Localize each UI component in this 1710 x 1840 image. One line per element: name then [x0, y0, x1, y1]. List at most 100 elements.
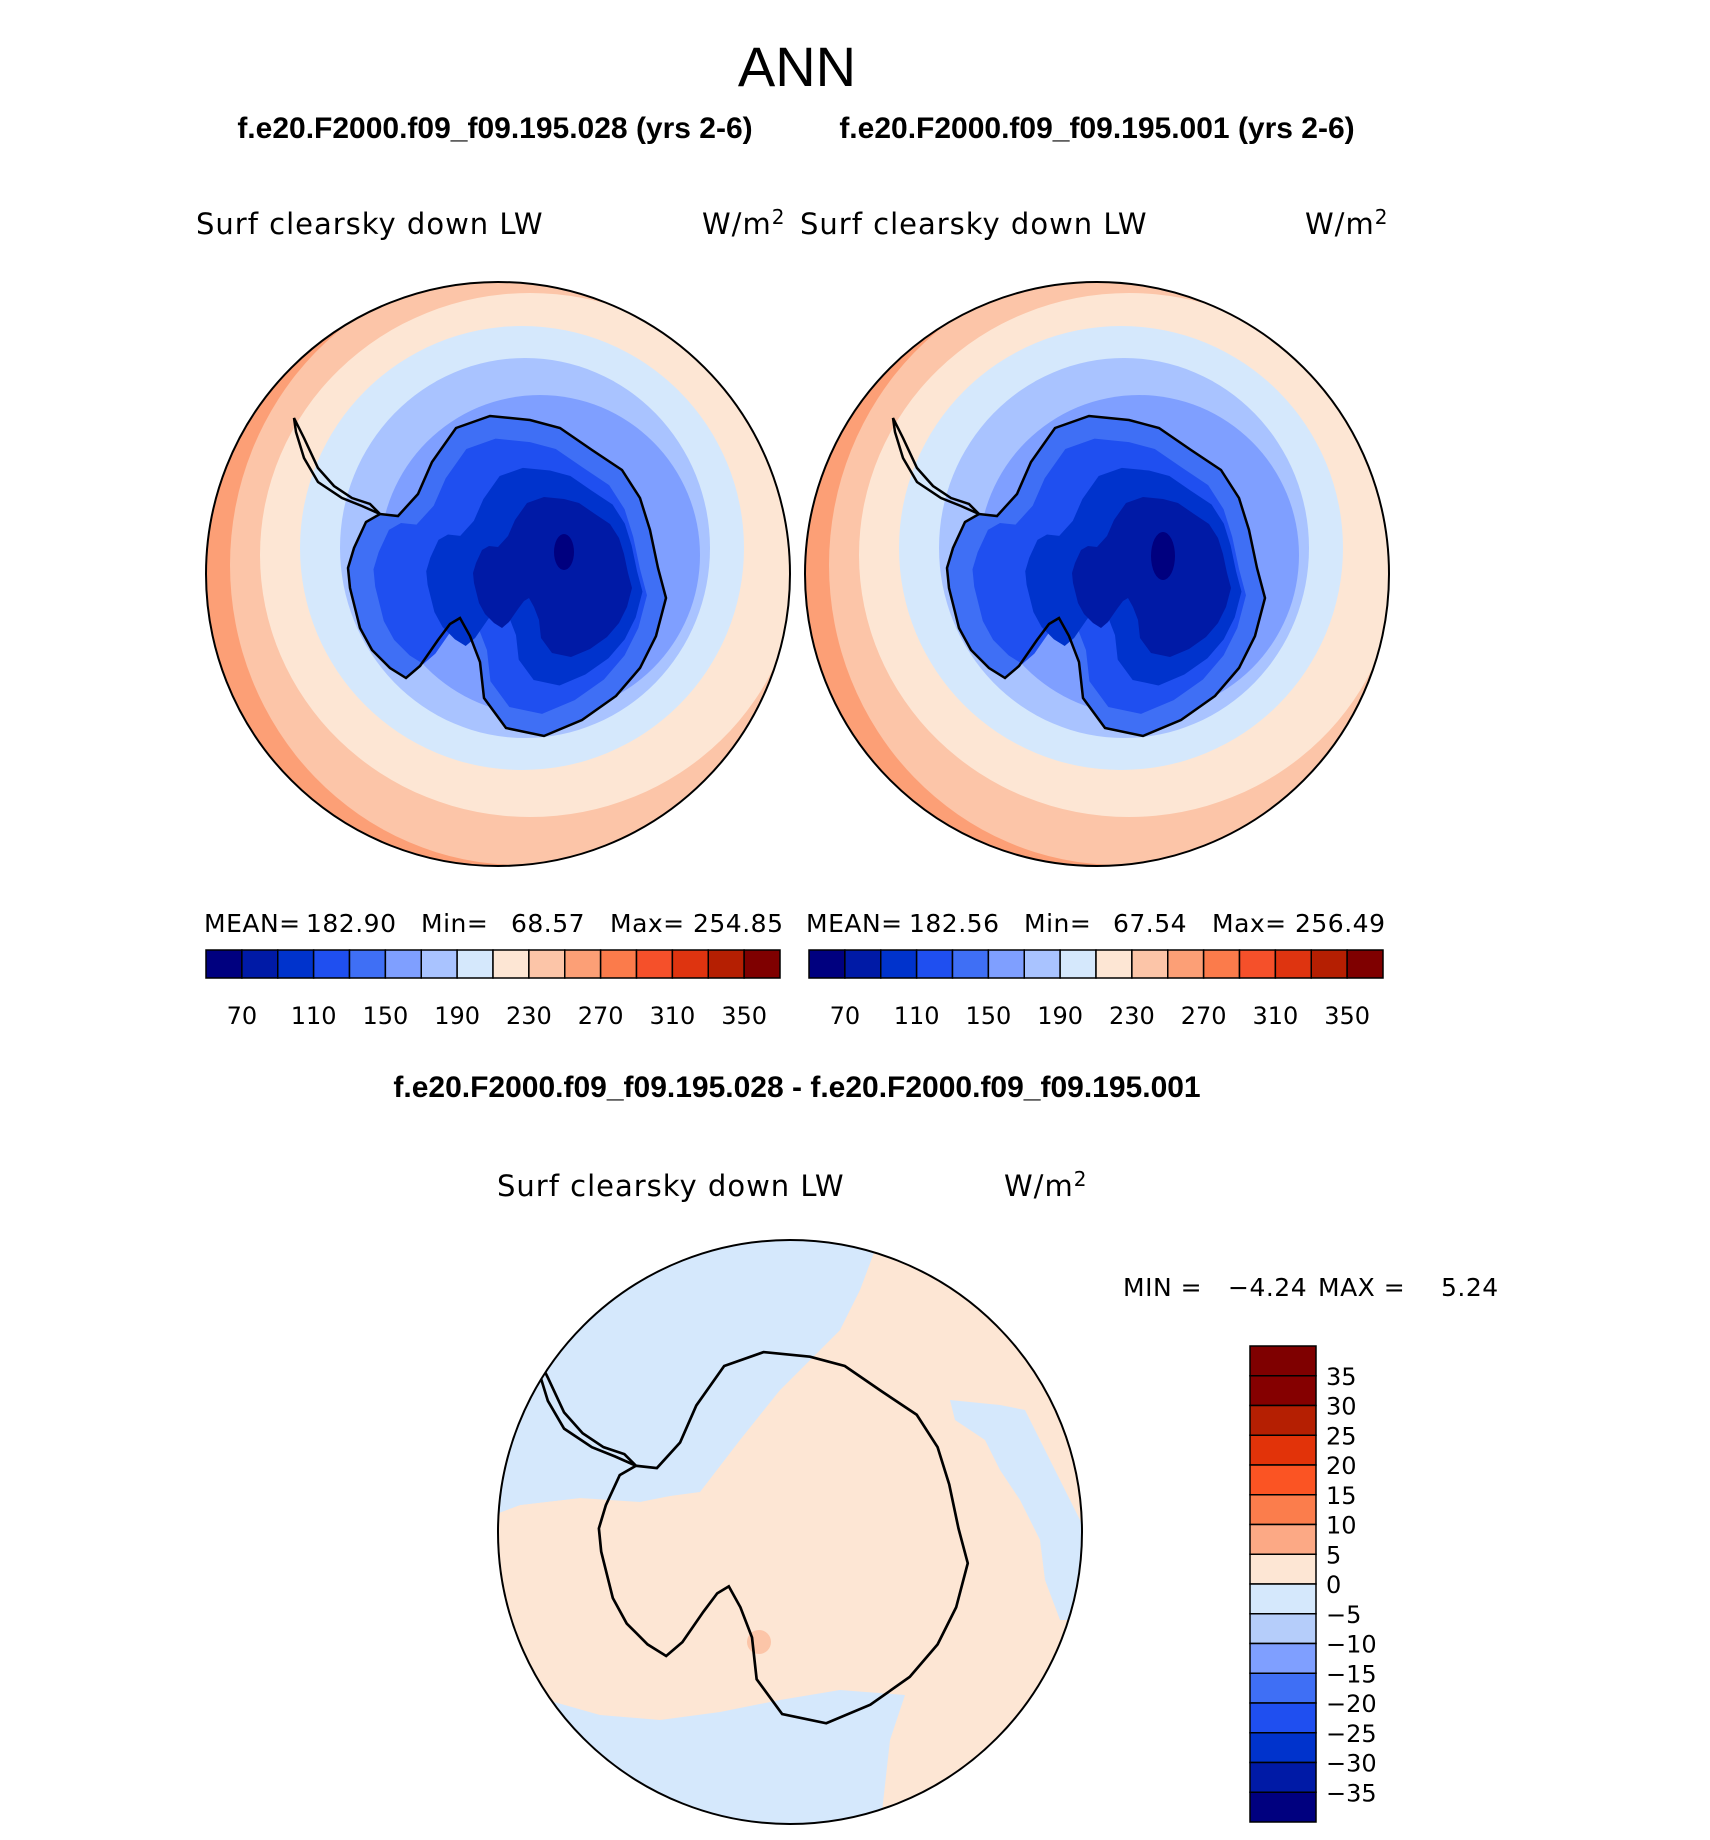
colorbar-diff-tick-label: −10	[1326, 1631, 1377, 1659]
colorbar-diff-tick-label: 20	[1326, 1452, 1357, 1480]
diff-min: −4.24	[1228, 1273, 1307, 1302]
colorbar-diff-swatch	[1249, 1732, 1317, 1764]
stats-left-mean: 182.90	[306, 909, 396, 938]
colorbar-right-swatch	[915, 949, 954, 979]
colorbar-left-swatch	[420, 949, 458, 979]
case-title-left: f.e20.F2000.f09_f09.195.028 (yrs 2-6)	[237, 112, 752, 145]
colorbar-diff-swatch	[1249, 1553, 1317, 1585]
diff-max: 5.24	[1441, 1273, 1499, 1302]
units-label-right: W/m2	[1305, 205, 1388, 241]
colorbar-diff-tick-label: 0	[1326, 1571, 1341, 1599]
colorbar-right: 70 110 150 190 230 270 310 350	[808, 949, 1384, 1030]
diff-max-label: MAX =	[1318, 1273, 1405, 1302]
map-left	[206, 282, 790, 866]
colorbar-diff-swatch	[1249, 1583, 1317, 1615]
stats-left: MEAN= 182.90 Min= 68.57 Max= 254.85	[204, 909, 783, 938]
stats-left-max-label: Max=	[610, 909, 685, 938]
colorbar-diff-swatch	[1249, 1404, 1317, 1436]
colorbar-left-swatch	[205, 949, 243, 979]
stats-right-min: 67.54	[1113, 909, 1187, 938]
stats-left-min: 68.57	[511, 909, 585, 938]
map-diff	[498, 1240, 1082, 1824]
colorbar-diff-tick-label: 25	[1326, 1422, 1357, 1450]
colorbar-right-swatch	[880, 949, 918, 979]
colorbar-diff-tick-label: 5	[1326, 1541, 1341, 1569]
colorbar-diff-tick-label: 35	[1326, 1363, 1357, 1391]
colorbar-diff-tick-label: 15	[1326, 1482, 1357, 1510]
stats-right: MEAN= 182.56 Min= 67.54 Max= 256.49	[806, 909, 1385, 938]
colorbar-right-tick-label: 110	[894, 1002, 940, 1030]
map-left-border	[205, 281, 791, 867]
colorbar-diff-swatch	[1249, 1791, 1317, 1823]
colorbar-left-tick-label: 190	[434, 1002, 480, 1030]
colorbar-right-swatch	[1202, 949, 1241, 979]
colorbar-left-tick-label: 150	[362, 1002, 408, 1030]
diff-min-label: MIN =	[1123, 1273, 1202, 1302]
colorbar-right-swatch	[1167, 949, 1205, 979]
stats-right-min-label: Min=	[1024, 909, 1091, 938]
colorbar-diff-tick-label: −35	[1326, 1779, 1377, 1807]
colorbar-left-tick-label: 70	[227, 1002, 258, 1030]
colorbar-diff-swatch	[1249, 1672, 1317, 1704]
stats-right-mean-label: MEAN=	[806, 909, 903, 938]
stats-left-min-label: Min=	[421, 909, 488, 938]
colorbar-right-swatch	[1131, 949, 1169, 979]
colorbar-left-tick-label: 270	[578, 1002, 624, 1030]
colorbar-right-tick-label: 270	[1181, 1002, 1227, 1030]
colorbar-left-swatch	[348, 949, 387, 979]
colorbar-left-tick-label: 350	[721, 1002, 767, 1030]
stats-left-max: 254.85	[693, 909, 783, 938]
colorbar-left-swatch	[241, 949, 279, 979]
colorbar-diff-swatch	[1249, 1702, 1317, 1734]
season-title: ANN	[738, 35, 856, 98]
diff-stats: MIN = −4.24 MAX = 5.24	[1123, 1273, 1499, 1302]
colorbar-diff-tick-label: −5	[1326, 1601, 1361, 1629]
colorbar-right-swatch	[844, 949, 882, 979]
colorbar-diff-swatch	[1249, 1523, 1317, 1555]
colorbar-right-tick-label: 70	[830, 1002, 861, 1030]
colorbar-diff-tick-label: −30	[1326, 1750, 1377, 1778]
colorbar-right-swatch	[987, 949, 1025, 979]
colorbar-left-swatch	[671, 949, 709, 979]
colorbar-right-tick-label: 230	[1109, 1002, 1155, 1030]
colorbar-diff-swatch	[1249, 1464, 1317, 1496]
diff-units-sup: 2	[1074, 1167, 1088, 1191]
ice-right	[947, 416, 1265, 736]
colorbar-left-swatch	[635, 949, 674, 979]
stats-left-mean-label: MEAN=	[204, 909, 301, 938]
colorbar-diff-swatch	[1249, 1434, 1317, 1466]
diff-title: f.e20.F2000.f09_f09.195.028 - f.e20.F200…	[393, 1071, 1200, 1104]
colorbar-left-swatch	[743, 949, 781, 979]
units-sup-right: 2	[1375, 205, 1389, 229]
colorbar-left-tick-label: 230	[506, 1002, 552, 1030]
colorbar-left-swatch	[528, 949, 566, 979]
units-label-left: W/m2	[702, 205, 785, 241]
colorbar-right-swatch	[1346, 949, 1384, 979]
colorbar-diff-swatch	[1249, 1375, 1317, 1407]
map-right-border	[804, 281, 1390, 867]
colorbar-right-tick-label: 350	[1324, 1002, 1370, 1030]
colorbar-left-tick-label: 310	[649, 1002, 695, 1030]
map-diff-border	[497, 1239, 1083, 1825]
variable-label-right: Surf clearsky down LW	[800, 207, 1148, 241]
colorbar-left-swatch	[564, 949, 602, 979]
colorbar-diff-tick-label: 30	[1326, 1393, 1357, 1421]
colorbar-left-swatch	[456, 949, 494, 979]
colorbar-left-tick-label: 110	[291, 1002, 337, 1030]
colorbar-left-swatch	[312, 949, 351, 979]
variable-label-left: Surf clearsky down LW	[196, 207, 544, 241]
colorbar-right-swatch	[1274, 949, 1312, 979]
colorbar-left-swatch	[707, 949, 745, 979]
colorbar-left-swatch	[384, 949, 422, 979]
colorbar-right-swatch	[808, 949, 846, 979]
colorbar-left-swatch	[277, 949, 315, 979]
diff-units-label: W/m2	[1004, 1167, 1087, 1203]
colorbar-diff-swatch	[1249, 1494, 1317, 1526]
colorbar-right-tick-label: 150	[965, 1002, 1011, 1030]
units-text-right: W/m	[1305, 207, 1375, 241]
ice-left	[348, 416, 666, 736]
colorbar-right-swatch	[1310, 949, 1348, 979]
colorbar-diff-swatch	[1249, 1345, 1317, 1377]
colorbar-right-tick-label: 190	[1037, 1002, 1083, 1030]
